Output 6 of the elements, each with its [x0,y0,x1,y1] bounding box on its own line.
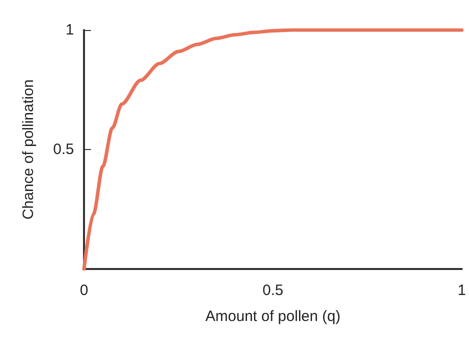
y-axis-title: Chance of pollination [20,79,37,220]
x-tick-label: 0 [80,282,88,299]
x-tick-label: 1 [458,282,466,299]
x-tick-label: 0.5 [262,282,284,299]
line-series [82,28,464,271]
x-axis-title: Amount of pollen (q) [205,308,340,325]
